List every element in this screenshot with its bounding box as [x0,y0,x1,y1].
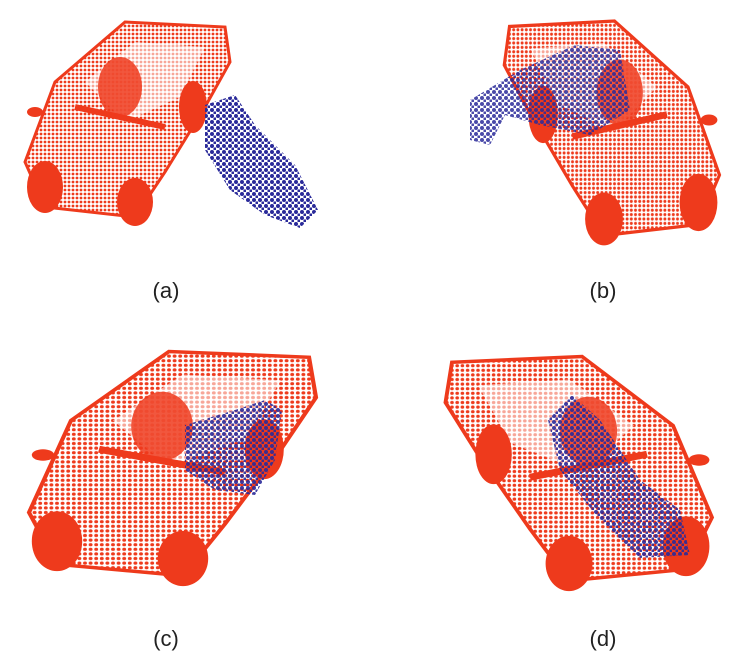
red-point-cloud [25,22,230,226]
panel-label: (d) [590,626,617,651]
blue-point-cloud [205,95,318,228]
figure: (a) (b) (c) (d) [0,0,753,669]
panel-label: (a) [153,278,180,303]
red-point-cloud [29,352,316,587]
panel-label: (b) [590,278,617,303]
panel-label: (c) [153,626,179,651]
page: (a) (b) (c) (d) (() => { const data = JS… [0,0,753,669]
